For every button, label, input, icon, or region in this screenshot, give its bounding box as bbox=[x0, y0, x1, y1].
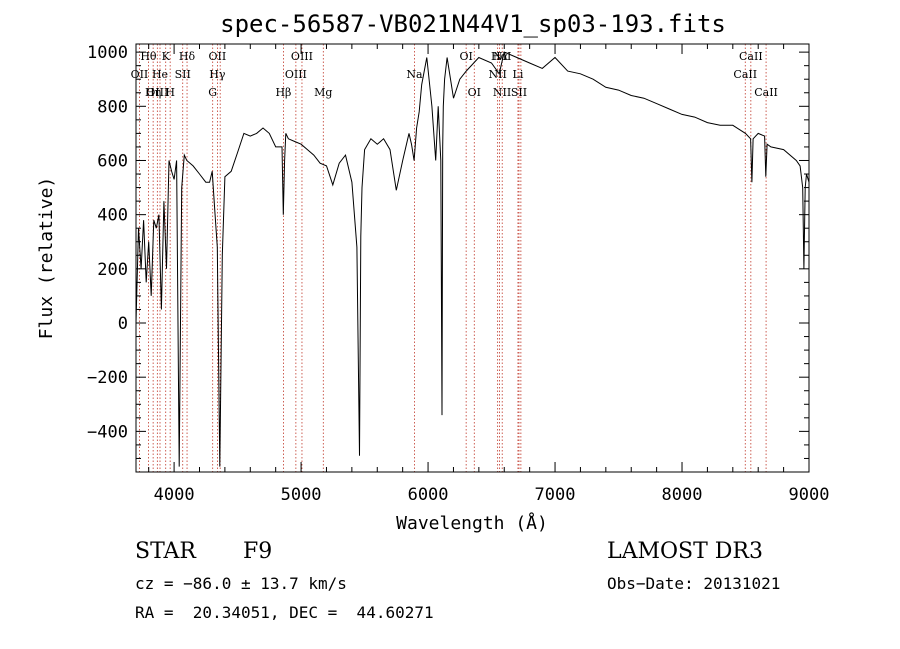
observation-date: Obs−Date: 20131021 bbox=[607, 574, 781, 593]
line-label: Hθ bbox=[140, 50, 157, 63]
line-label: OIII bbox=[285, 68, 307, 81]
y-tick-label: −400 bbox=[87, 422, 128, 442]
line-label: Hδ bbox=[179, 50, 196, 63]
line-label: He bbox=[152, 68, 168, 81]
line-label: CaII bbox=[733, 68, 757, 81]
line-label: OII bbox=[209, 50, 227, 63]
line-label: OIII bbox=[146, 86, 168, 99]
x-tick-label: 4000 bbox=[154, 485, 195, 505]
line-label: H bbox=[165, 86, 175, 99]
plot-frame bbox=[135, 43, 810, 473]
line-label: SII bbox=[511, 86, 527, 99]
y-axis-ticks: −400 −200 0 200 400 600 800 1000 bbox=[87, 43, 809, 459]
y-tick-label: 200 bbox=[97, 260, 128, 280]
x-tick-label: 9000 bbox=[789, 485, 830, 505]
line-label: Hβ bbox=[275, 86, 291, 99]
object-subclass: F9 bbox=[243, 539, 273, 564]
y-tick-label: 800 bbox=[97, 97, 128, 117]
line-label: K bbox=[162, 50, 171, 63]
y-axis-label: Flux (relative) bbox=[36, 177, 57, 340]
chart-title: spec-56587-VB021N44V1_sp03-193.fits bbox=[220, 10, 726, 38]
line-label: Hη bbox=[145, 86, 161, 99]
y-tick-label: 600 bbox=[97, 151, 128, 171]
x-axis-label: Wavelength (Å) bbox=[396, 512, 548, 534]
x-tick-label: 7000 bbox=[535, 485, 576, 505]
x-tick-label: 6000 bbox=[408, 485, 449, 505]
spectral-line-markers bbox=[139, 44, 767, 472]
y-tick-label: 0 bbox=[118, 314, 128, 334]
line-label: Li bbox=[513, 68, 524, 81]
y-tick-label: −200 bbox=[87, 368, 128, 388]
line-label: G bbox=[208, 86, 217, 99]
line-label: OI bbox=[468, 86, 481, 99]
coordinates: RA = 20.34051, DEC = 44.60271 bbox=[135, 603, 434, 622]
line-label: OIII bbox=[291, 50, 313, 63]
line-label: NII bbox=[493, 86, 511, 99]
spectrum-line bbox=[135, 51, 810, 467]
survey-name: LAMOST DR3 bbox=[607, 539, 763, 564]
object-class: STAR bbox=[135, 539, 196, 564]
x-tick-label: 5000 bbox=[281, 485, 322, 505]
line-label: OII bbox=[131, 68, 149, 81]
redshift-velocity: cz = −86.0 ± 13.7 km/s bbox=[135, 574, 347, 593]
line-label: NII bbox=[488, 68, 506, 81]
y-tick-label: 400 bbox=[97, 206, 128, 226]
line-label: Mg bbox=[314, 86, 332, 99]
x-tick-label: 8000 bbox=[662, 485, 703, 505]
line-label: OI bbox=[459, 50, 472, 63]
line-label: CaII bbox=[754, 86, 778, 99]
y-tick-label: 1000 bbox=[87, 43, 128, 63]
line-label: SII bbox=[175, 68, 191, 81]
x-axis-ticks: 4000 5000 6000 7000 8000 9000 bbox=[148, 44, 830, 505]
line-label: Na bbox=[406, 68, 423, 81]
line-label: CaII bbox=[739, 50, 763, 63]
line-label: Hγ bbox=[209, 68, 226, 81]
